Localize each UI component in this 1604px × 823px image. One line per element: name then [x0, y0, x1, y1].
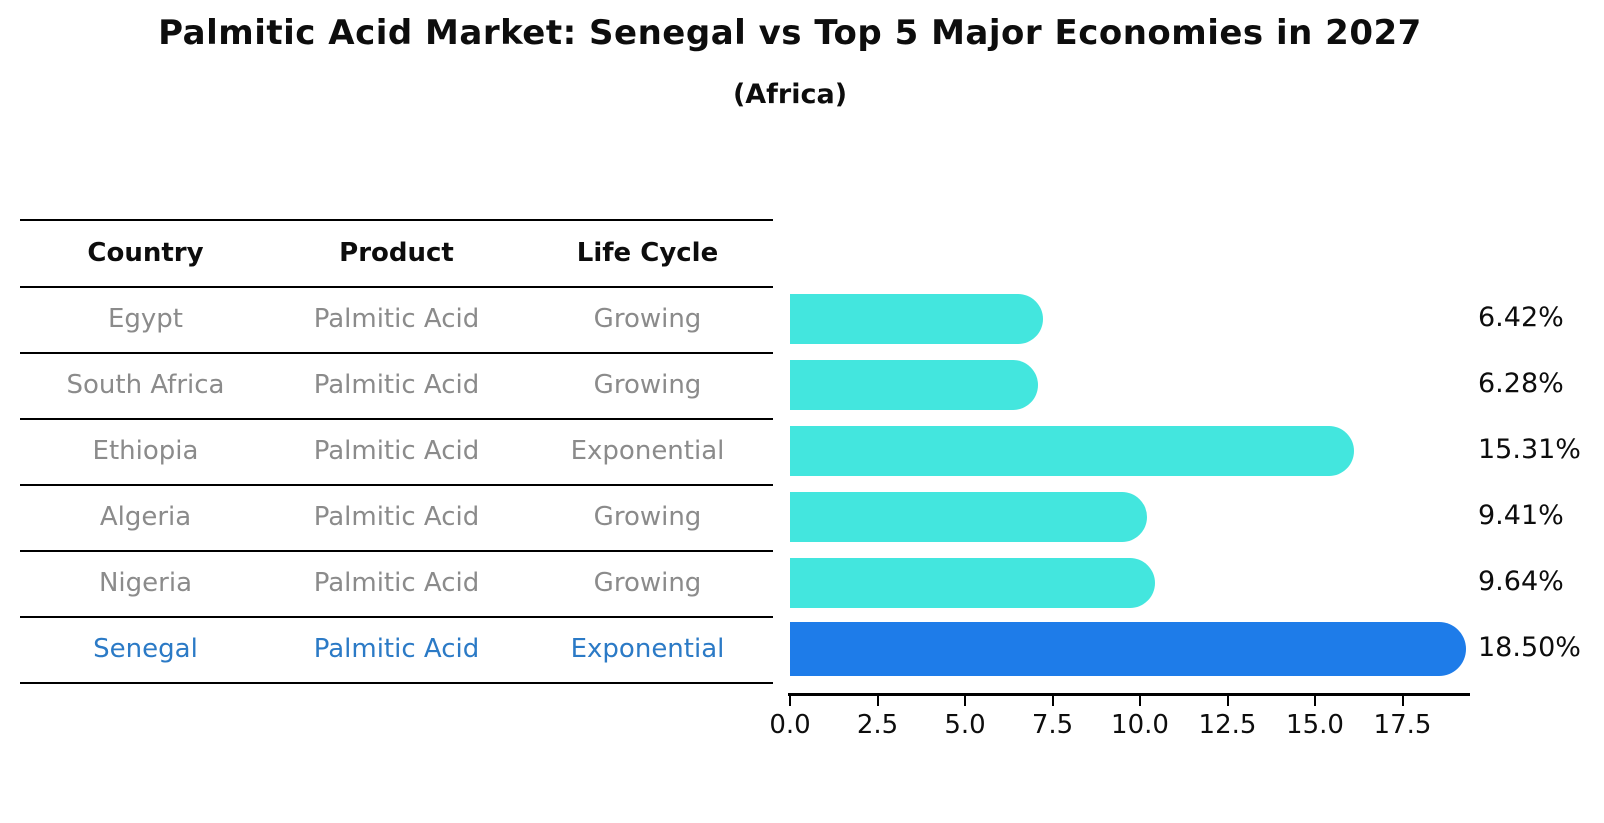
table-cell-life-cycle: Growing	[593, 304, 702, 334]
bar-value-label: 15.31%	[1478, 434, 1581, 465]
table-cell-product: Palmitic Acid	[313, 634, 480, 664]
table-cell-product: Palmitic Acid	[313, 436, 480, 466]
bar-south-africa	[790, 360, 1038, 410]
bar-value-label: 9.41%	[1478, 500, 1564, 531]
table-row: Egypt Palmitic Acid Growing	[20, 286, 773, 352]
x-axis-tick-label: 5.0	[944, 710, 986, 740]
bar-nigeria	[790, 558, 1156, 608]
x-axis-tick-label: 12.5	[1198, 710, 1257, 740]
x-axis-tick	[789, 696, 791, 706]
bar-value-label: 6.42%	[1478, 302, 1564, 333]
table-cell-life-cycle: Exponential	[570, 436, 725, 466]
x-axis-tick	[876, 696, 879, 706]
table-row: Senegal Palmitic Acid Exponential	[20, 616, 773, 682]
x-axis-line	[788, 693, 1470, 696]
bar-value-label: 9.64%	[1478, 566, 1564, 597]
x-axis-tick	[1051, 696, 1054, 706]
bar-algeria	[790, 492, 1148, 542]
table-cell-country: Nigeria	[98, 568, 193, 598]
x-axis-tick	[964, 696, 966, 706]
table-cell-product: Palmitic Acid	[313, 502, 480, 532]
table-rule	[20, 418, 773, 420]
table-row: Nigeria Palmitic Acid Growing	[20, 550, 773, 616]
x-axis-tick-label: 7.5	[1031, 710, 1074, 740]
table-rule	[20, 616, 773, 618]
chart-title: Palmitic Acid Market: Senegal vs Top 5 M…	[158, 13, 1422, 53]
table-cell-country: Ethiopia	[92, 436, 199, 466]
table-rule	[20, 219, 773, 221]
table-header-cell: Product	[339, 237, 454, 268]
table-rule	[20, 286, 773, 288]
table-row: South Africa Palmitic Acid Growing	[20, 352, 773, 418]
x-axis-tick-label: 17.5	[1373, 710, 1432, 740]
table-cell-life-cycle: Growing	[593, 568, 702, 598]
table-cell-life-cycle: Growing	[593, 370, 702, 400]
table-row: Ethiopia Palmitic Acid Exponential	[20, 418, 773, 484]
table-header-cell: Country	[87, 237, 204, 268]
table-cell-country: South Africa	[66, 370, 225, 400]
table-rule	[20, 550, 773, 552]
table-cell-life-cycle: Exponential	[570, 634, 725, 664]
table-cell-product: Palmitic Acid	[313, 568, 480, 598]
bar-value-label: 18.50%	[1478, 632, 1581, 663]
table-cell-country: Senegal	[93, 634, 198, 664]
table-cell-life-cycle: Growing	[593, 502, 702, 532]
x-axis-tick-label: 15.0	[1286, 710, 1344, 740]
table-rule	[20, 682, 773, 684]
x-axis-tick	[1401, 696, 1404, 706]
x-axis-tick	[1226, 696, 1229, 706]
bar-egypt	[790, 294, 1043, 344]
table-rule	[20, 484, 773, 486]
chart-subtitle: (Africa)	[732, 79, 848, 110]
table-rule	[20, 352, 773, 354]
table-cell-product: Palmitic Acid	[313, 370, 480, 400]
table-cell-country: Algeria	[99, 502, 192, 532]
x-axis-tick-label: 2.5	[856, 710, 899, 740]
table-row: Algeria Palmitic Acid Growing	[20, 484, 773, 550]
table-header-row: Country Product Life Cycle	[20, 219, 773, 286]
table-header-cell: Life Cycle	[576, 237, 719, 268]
x-axis-tick-label: 0.0	[769, 710, 811, 740]
bar-ethiopia	[790, 426, 1354, 476]
bar-senegal-highlight	[790, 622, 1466, 676]
x-axis-tick	[1139, 696, 1141, 706]
table-cell-country: Egypt	[107, 304, 184, 334]
bar-value-label: 6.28%	[1478, 368, 1564, 399]
x-axis-tick-label: 10.0	[1111, 710, 1169, 740]
x-axis-tick	[1314, 696, 1316, 706]
table-cell-product: Palmitic Acid	[313, 304, 480, 334]
